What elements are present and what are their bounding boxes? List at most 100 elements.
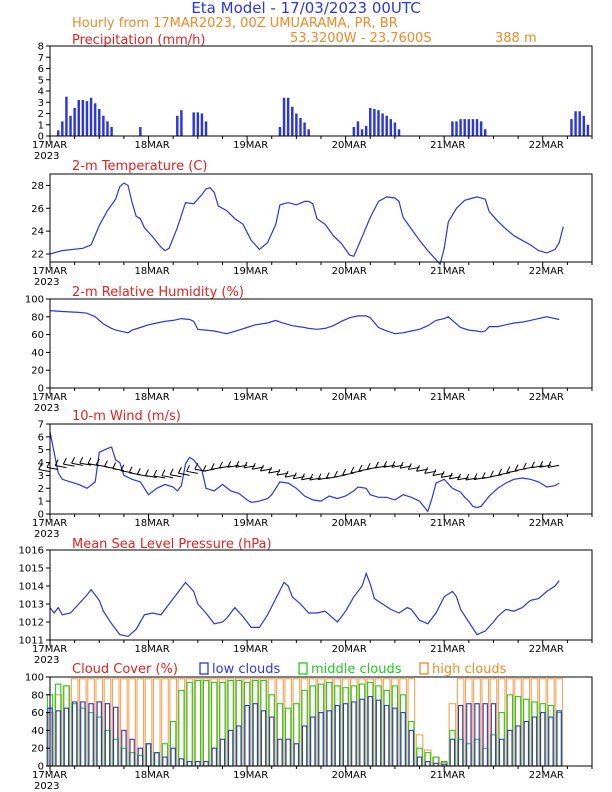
mslp-ytick-label: 1012 bbox=[19, 618, 44, 629]
wind-barb-flag bbox=[424, 467, 429, 474]
wind-barb-flag bbox=[342, 468, 347, 476]
precip-bar bbox=[56, 130, 60, 136]
wind-barb-flag bbox=[333, 470, 338, 478]
precip-bar bbox=[578, 111, 581, 136]
wind-barb-flag bbox=[71, 457, 76, 464]
low-cloud-bar bbox=[195, 760, 201, 767]
wind-barb bbox=[79, 462, 92, 466]
wind-barb-flag bbox=[169, 468, 174, 475]
low-cloud-bar bbox=[244, 704, 250, 767]
low-cloud-bar bbox=[474, 703, 480, 767]
wind-ytick-label: 2 bbox=[38, 484, 44, 495]
wind-barb-flag bbox=[112, 462, 117, 469]
precip-date-label: 18MAR bbox=[135, 140, 170, 151]
low-cloud-bar bbox=[548, 716, 554, 767]
temp-date-label: 18MAR bbox=[135, 266, 170, 277]
low-cloud-bar bbox=[227, 729, 234, 767]
temp-panel-title: 2-m Temperature (C) bbox=[72, 159, 207, 174]
wind-barb bbox=[219, 465, 231, 469]
wind-barb-flag bbox=[79, 456, 84, 464]
precip-bar bbox=[586, 124, 590, 136]
wind-barb-flag bbox=[128, 466, 133, 473]
precip-bar bbox=[180, 110, 183, 136]
wind-barb bbox=[465, 477, 478, 481]
low-cloud-bar bbox=[310, 716, 316, 767]
chart-subtitle: Hourly from 17MAR2023, 00Z UMUARAMA, PR,… bbox=[72, 16, 398, 31]
wind-barb-flag bbox=[227, 461, 232, 468]
wind-barb-flag bbox=[383, 461, 388, 468]
low-cloud-bar bbox=[96, 701, 102, 767]
cloud-ytick-label: 100 bbox=[25, 673, 44, 684]
wind-barb bbox=[260, 468, 272, 472]
low-cloud-bar bbox=[466, 703, 472, 767]
wind-barb bbox=[145, 474, 157, 479]
precip-bar bbox=[467, 119, 471, 136]
mslp-line bbox=[49, 571, 560, 638]
precip-bar bbox=[286, 97, 290, 136]
precip-date-label: 19MAR bbox=[233, 140, 268, 151]
mslp-date-label: 19MAR bbox=[233, 644, 268, 655]
chart-title: Eta Model - 17/03/2023 00UTC bbox=[191, 0, 420, 17]
wind-barb-flag bbox=[432, 469, 437, 476]
precip-year-label: 2023 bbox=[34, 151, 59, 162]
wind-barb-flag bbox=[284, 470, 289, 478]
precip-bar bbox=[77, 100, 80, 136]
wind-barb bbox=[506, 470, 519, 474]
low-cloud-bar bbox=[170, 747, 176, 767]
precip-date-label: 20MAR bbox=[332, 140, 367, 151]
precip-bar bbox=[89, 97, 93, 136]
precip-bar bbox=[69, 115, 72, 136]
temp-date-label: 20MAR bbox=[332, 266, 367, 277]
wind-barb-flag bbox=[514, 464, 519, 471]
middle-cloud-bar bbox=[186, 681, 193, 767]
precip-date-label: 17MAR bbox=[32, 140, 67, 151]
precip-bar bbox=[192, 112, 195, 136]
low-cloud-bar bbox=[285, 738, 291, 767]
wind-barb-flag bbox=[374, 461, 379, 469]
precip-bar bbox=[81, 100, 85, 136]
low-cloud-bar bbox=[326, 710, 332, 767]
low-cloud-bar bbox=[540, 712, 546, 767]
middle-cloud-bar bbox=[194, 680, 201, 767]
wind-barb-flag bbox=[62, 457, 67, 465]
wind-barb-flag bbox=[276, 468, 281, 476]
low-cloud-bar bbox=[515, 725, 521, 767]
low-cloud-bar bbox=[392, 707, 398, 767]
low-cloud-bar bbox=[104, 703, 111, 767]
wind-barb bbox=[490, 474, 502, 478]
low-cloud-bar bbox=[71, 701, 78, 767]
wind-ytick-label: 7 bbox=[38, 420, 44, 431]
rh-frame bbox=[49, 298, 593, 389]
wind-barb-flag bbox=[531, 461, 535, 468]
mslp-date-label: 20MAR bbox=[332, 644, 367, 655]
wind-ytick-label: 4 bbox=[38, 458, 44, 469]
precip-ytick-label: 0 bbox=[38, 132, 44, 143]
wind-barb bbox=[268, 470, 281, 474]
low-cloud-bar bbox=[375, 699, 382, 767]
wind-barb-flag bbox=[358, 464, 363, 472]
mslp-ytick-label: 1011 bbox=[19, 636, 44, 647]
wind-barb-flag bbox=[465, 473, 470, 481]
mslp-date-label: 17MAR bbox=[32, 644, 67, 655]
precip-date-label: 22MAR bbox=[529, 140, 564, 151]
wind-barb-flag bbox=[235, 461, 240, 468]
low-cloud-bar bbox=[269, 716, 275, 767]
precip-bar bbox=[369, 107, 372, 136]
wind-date-label: 18MAR bbox=[135, 518, 170, 529]
precip-bar bbox=[373, 109, 376, 136]
cloud-year-label: 2023 bbox=[34, 781, 59, 792]
precip-bar bbox=[393, 122, 397, 136]
precip-bar bbox=[397, 129, 401, 136]
temp-line bbox=[49, 182, 564, 266]
cloud-date-label: 18MAR bbox=[135, 770, 170, 781]
wind-barb-flag bbox=[103, 460, 108, 467]
precip-bar bbox=[106, 121, 109, 136]
wind-barb-flag bbox=[473, 473, 478, 480]
precip-bar bbox=[176, 115, 179, 136]
wind-barb-flag bbox=[194, 462, 199, 470]
wind-line bbox=[49, 431, 560, 513]
precip-bar bbox=[65, 96, 68, 136]
precip-bar bbox=[475, 119, 479, 136]
precip-bar bbox=[377, 110, 380, 136]
